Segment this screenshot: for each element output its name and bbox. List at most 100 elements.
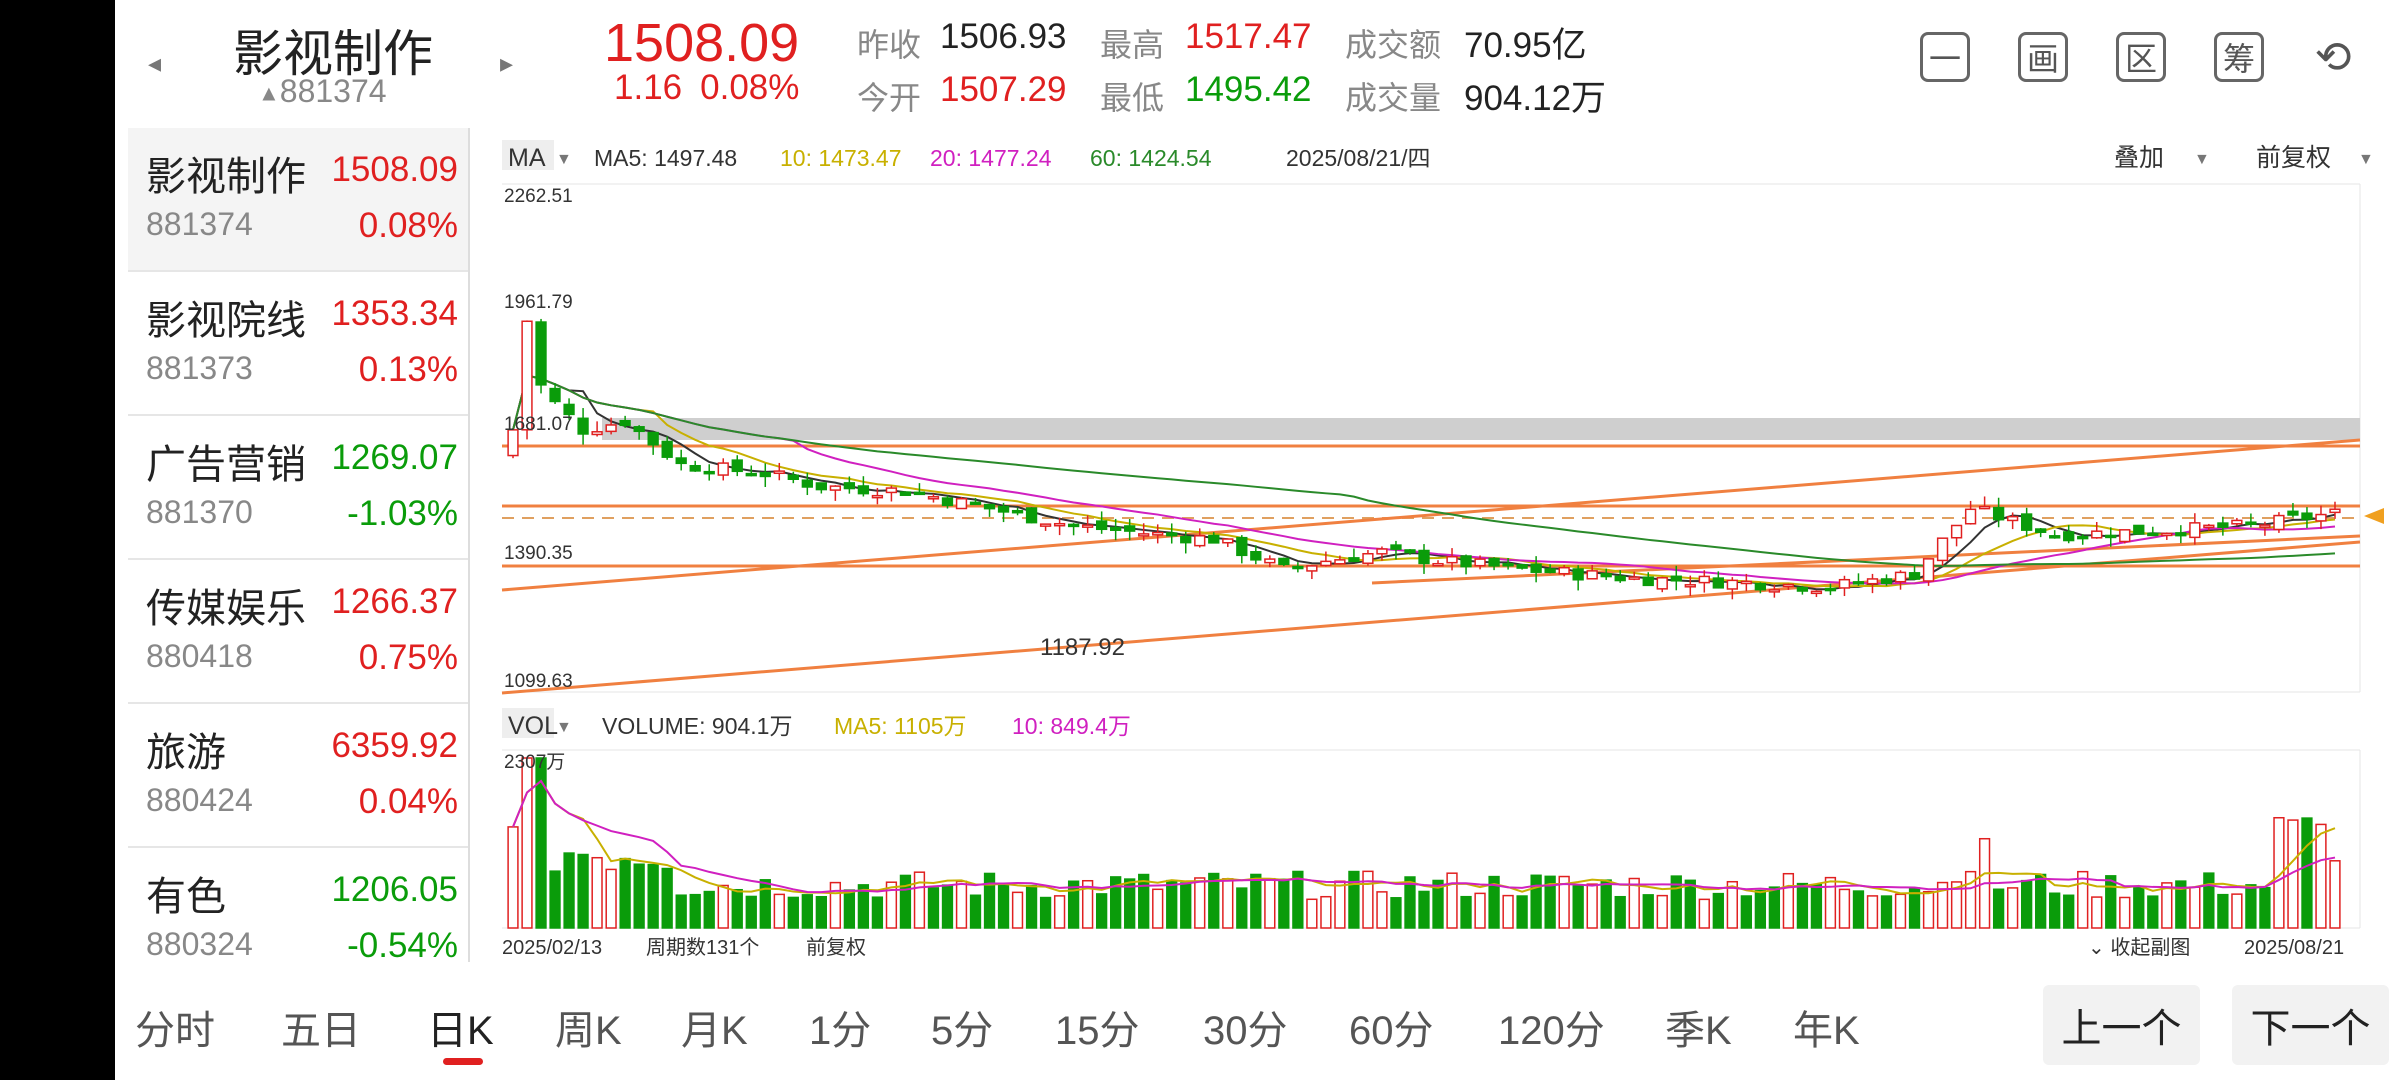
kline-chart[interactable]: MA ▼ MA5: 1497.48 10: 1473.47 20: 1477.2… xyxy=(472,128,2392,964)
candle xyxy=(1642,576,1654,587)
candle xyxy=(2035,528,2047,533)
tab-15min[interactable]: 15分 xyxy=(1055,1009,1140,1053)
tab-60min[interactable]: 60分 xyxy=(1349,1009,1434,1053)
candle xyxy=(1390,544,1402,550)
vol-label: VOL xyxy=(508,712,558,740)
tab-season-k[interactable]: 季K xyxy=(1665,1009,1732,1053)
prev-button[interactable]: 上一个 xyxy=(2043,985,2200,1065)
list-item[interactable]: 旅游 6359.92 880424 0.04% xyxy=(128,704,468,848)
candle xyxy=(1684,584,1696,588)
volume-bar xyxy=(1180,882,1192,929)
candle xyxy=(955,497,968,510)
low-label: 最低 xyxy=(1100,80,1165,116)
list-item[interactable]: 传媒娱乐 1266.37 880418 0.75% xyxy=(128,560,468,704)
candle xyxy=(1866,578,1879,585)
tab-month-k[interactable]: 月K xyxy=(681,1009,748,1053)
candle xyxy=(703,470,715,475)
volume-bar xyxy=(1474,892,1486,929)
vol-ma5-legend: MA5: 1105万 xyxy=(834,713,967,739)
candle xyxy=(1628,576,1640,580)
candle xyxy=(1474,558,1486,567)
volume-bar xyxy=(1306,898,1318,929)
candle xyxy=(969,501,982,506)
tab-day-k[interactable]: 日K xyxy=(427,1009,494,1053)
tab-week-k[interactable]: 周K xyxy=(555,1009,622,1053)
candle xyxy=(1348,557,1360,563)
volume-bar xyxy=(1544,875,1556,929)
volume-bar xyxy=(2161,882,2173,929)
candle xyxy=(1306,565,1318,572)
volume-bar xyxy=(2231,893,2243,929)
list-item[interactable]: 影视制作 1508.09 881374 0.08% xyxy=(128,128,468,272)
chip-icon[interactable]: 筹 xyxy=(2214,32,2264,82)
next-button[interactable]: 下一个 xyxy=(2232,985,2389,1065)
volume-bar xyxy=(675,894,687,929)
end-date-label: 2025/08/21 xyxy=(2244,937,2344,959)
candle xyxy=(1180,536,1192,544)
volume-legend: VOLUME: 904.1万 xyxy=(602,713,792,739)
candle xyxy=(633,426,645,433)
list-item-code: 880424 xyxy=(146,782,253,818)
sector-list: 影视制作 1508.09 881374 0.08% 影视院线 1353.34 8… xyxy=(128,128,470,965)
tab-1min[interactable]: 1分 xyxy=(809,1009,872,1053)
tab-30min[interactable]: 30分 xyxy=(1203,1009,1288,1053)
stock-code: ▲881374 xyxy=(258,73,387,110)
candle xyxy=(563,403,575,416)
candle xyxy=(1782,583,1795,588)
candle xyxy=(1712,577,1724,589)
volume-bar xyxy=(1025,884,1038,929)
vol-selector[interactable] xyxy=(502,708,554,738)
candle xyxy=(1880,578,1893,585)
ma5-legend: MA5: 1497.48 xyxy=(594,145,737,171)
tab-120min[interactable]: 120分 xyxy=(1498,1009,1605,1053)
volume-bar xyxy=(619,857,631,929)
volume-bar xyxy=(1039,896,1052,929)
volume-bar xyxy=(521,757,533,929)
list-item-pct: 0.08% xyxy=(358,206,458,245)
prev-stock-arrow-icon[interactable]: ◂ xyxy=(148,48,162,78)
candle xyxy=(1908,572,1921,580)
volume-bar xyxy=(2203,872,2215,929)
tab-wuri[interactable]: 五日 xyxy=(281,1009,361,1053)
candle xyxy=(1418,549,1430,565)
candle xyxy=(1166,532,1178,537)
minus-box-icon[interactable]: 一 xyxy=(1920,32,1970,82)
list-item-pct: 0.13% xyxy=(358,350,458,389)
list-item[interactable]: 有色 1206.05 880324 -0.54% xyxy=(128,848,468,992)
candle xyxy=(1025,507,1038,524)
candle xyxy=(759,471,771,478)
volume-bar xyxy=(2133,886,2145,929)
candle xyxy=(2161,532,2173,537)
ma-selector[interactable] xyxy=(502,140,554,170)
volume-bar xyxy=(1208,872,1220,929)
tab-year-k[interactable]: 年K xyxy=(1793,1009,1860,1053)
next-stock-arrow-icon[interactable]: ▸ xyxy=(500,48,514,78)
zone-icon[interactable]: 区 xyxy=(2116,32,2166,82)
list-item-code: 881373 xyxy=(146,350,253,386)
rotate-screen-icon[interactable]: ⟲ xyxy=(2314,32,2352,82)
stock-code-text: 881374 xyxy=(279,73,387,109)
volume-bar xyxy=(731,888,743,929)
candle xyxy=(2021,513,2033,531)
candle xyxy=(913,491,926,496)
candle xyxy=(1768,589,1781,593)
tab-5min[interactable]: 5分 xyxy=(931,1009,994,1053)
volume-bar xyxy=(1264,877,1276,929)
ma-dropdown-icon: ▼ xyxy=(556,151,572,168)
candle xyxy=(1432,562,1444,567)
volume-bar xyxy=(1236,887,1248,929)
list-item[interactable]: 广告营销 1269.07 881370 -1.03% xyxy=(128,416,468,560)
candle xyxy=(1067,523,1080,528)
draw-icon[interactable]: 画 xyxy=(2018,32,2068,82)
volume-bar xyxy=(2245,884,2257,929)
low-marker-label: 1187.92 xyxy=(1040,634,1125,661)
volume-bar xyxy=(1586,883,1598,929)
candle xyxy=(1936,537,1949,562)
list-item[interactable]: 影视院线 1353.34 881373 0.13% xyxy=(128,272,468,416)
overlay-button[interactable]: 叠加 xyxy=(2114,144,2164,172)
volume-bar xyxy=(759,879,771,929)
tab-fenshi[interactable]: 分时 xyxy=(135,1009,215,1053)
adjust-button[interactable]: 前复权 xyxy=(2256,144,2331,172)
collapse-subchart-button[interactable]: ⌄ 收起副图 xyxy=(2088,936,2190,959)
candle xyxy=(1446,555,1458,564)
